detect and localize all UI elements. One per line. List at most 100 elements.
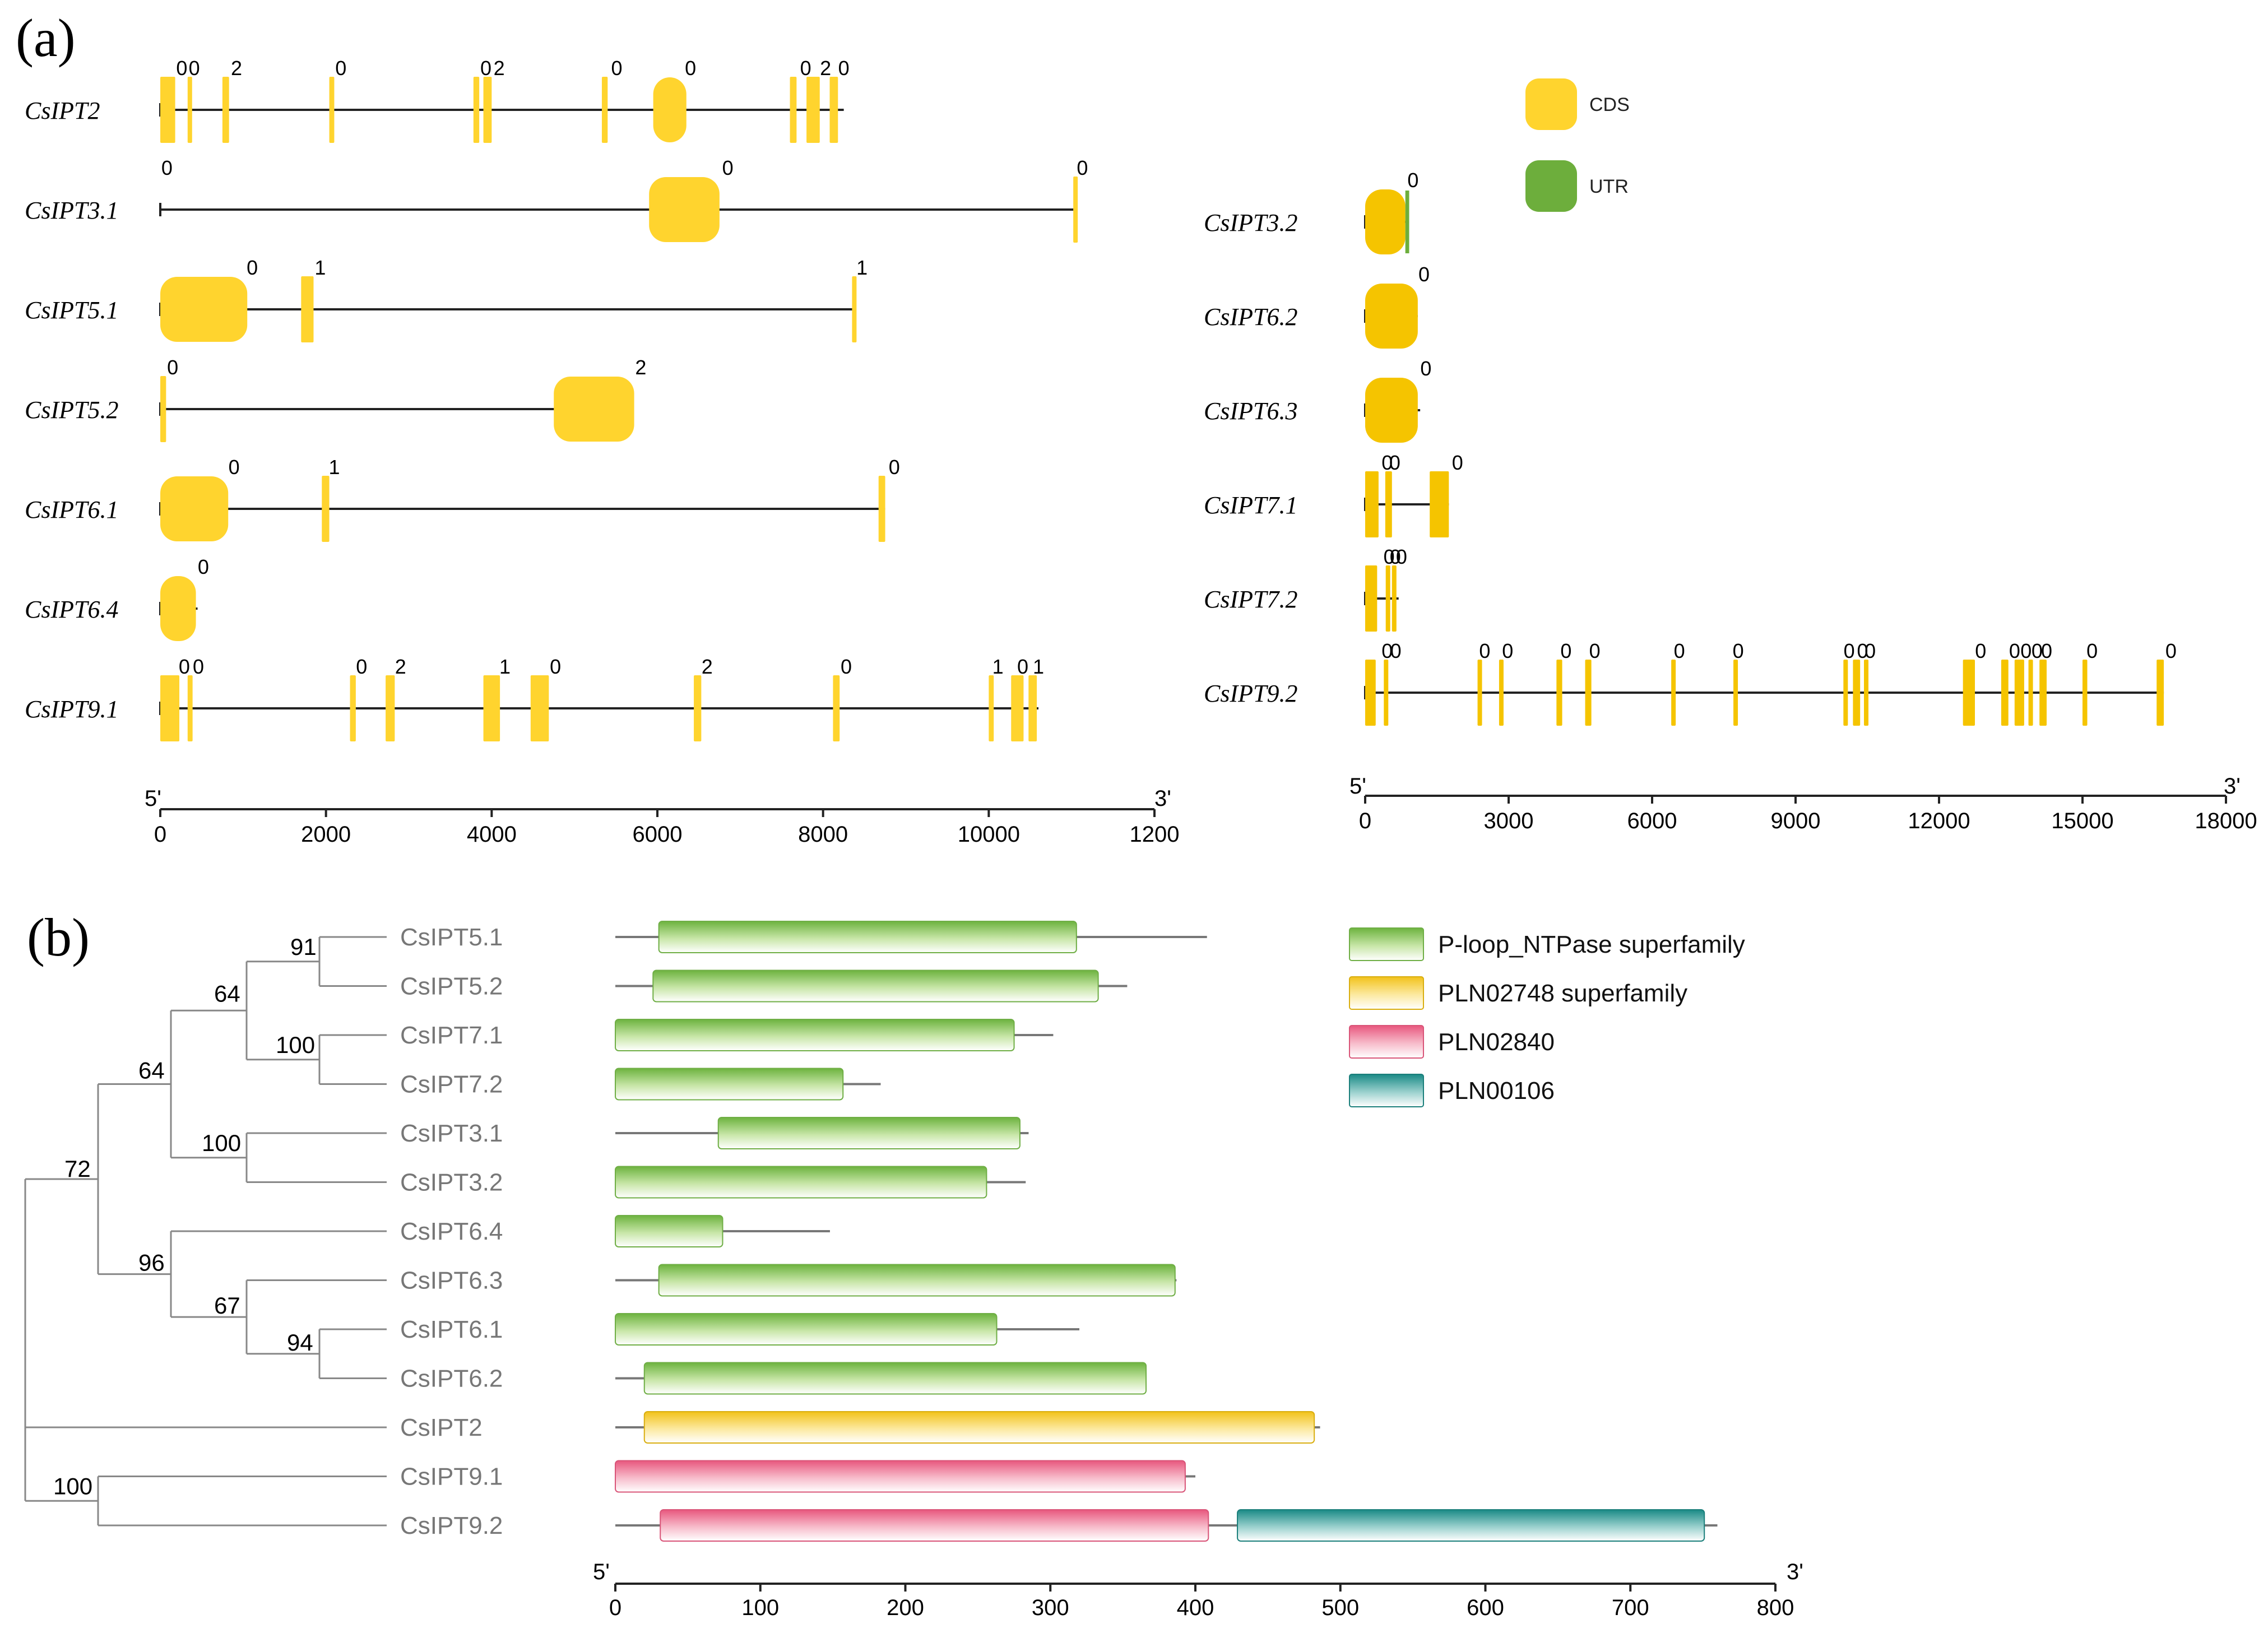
cds-exon bbox=[160, 376, 166, 442]
intron-phase-label: 2 bbox=[635, 356, 646, 379]
legend-label: PLN00106 bbox=[1438, 1077, 1555, 1105]
gene-name: CsIPT2 bbox=[25, 97, 100, 124]
bootstrap-value: 100 bbox=[202, 1130, 241, 1156]
scale-axis-protein: 5' 3' 0 100 200 300 400 500 600 700 800 bbox=[593, 1560, 1803, 1620]
gene-row: CsIPT6.1 0 1 0 bbox=[25, 456, 900, 542]
intron-phase-label: 0 bbox=[176, 57, 187, 80]
cds-exon bbox=[483, 675, 500, 741]
domain-ploop bbox=[717, 1117, 1021, 1149]
cds-exon bbox=[222, 77, 229, 143]
intron-phase-label: 1 bbox=[499, 655, 511, 678]
scale-tick-label: 6000 bbox=[633, 822, 683, 847]
cds-exon bbox=[649, 177, 720, 242]
cds-exon bbox=[1385, 565, 1390, 632]
leaf-label: CsIPT6.4 bbox=[400, 1218, 503, 1245]
intron-phase-label: 0 bbox=[335, 57, 346, 80]
intron-phase-label: 0 bbox=[1975, 639, 1986, 662]
scale-tick-label: 9000 bbox=[1771, 809, 1821, 833]
leaf-label: CsIPT7.2 bbox=[400, 1071, 503, 1098]
cds-exon bbox=[1365, 189, 1406, 254]
legend-utr-label: UTR bbox=[1589, 176, 1629, 197]
cds-exon bbox=[1365, 284, 1418, 349]
intron-phase-label: 0 bbox=[1420, 357, 1431, 380]
intron-phase-label: 0 bbox=[1418, 263, 1430, 286]
legend-swatch-pln02748 bbox=[1349, 976, 1424, 1010]
scale-axis-left: 5' 3' 0 2000 4000 6000 8000 10000 1200 bbox=[145, 786, 1179, 847]
protein-domain-tracks bbox=[615, 921, 1718, 1542]
utr-region bbox=[1405, 191, 1409, 253]
scale-tick-label: 800 bbox=[1757, 1595, 1794, 1620]
legend-label: PLN02748 superfamily bbox=[1438, 980, 1687, 1007]
scale-tick-label: 15000 bbox=[2051, 809, 2113, 833]
gene-row: CsIPT6.3 0 bbox=[1204, 357, 1431, 443]
cds-exon bbox=[160, 277, 248, 342]
cds-exon bbox=[694, 675, 702, 741]
gene-name: CsIPT9.2 bbox=[1204, 680, 1297, 707]
cds-exon bbox=[2028, 660, 2033, 726]
cds-exon bbox=[653, 77, 687, 142]
intron-phase-label: 0 bbox=[2009, 639, 2020, 662]
gene-row: CsIPT9.200 0 0 0 0 0 0 0 00 0 0 0 00 0 0 bbox=[1204, 639, 2177, 726]
legend-label: PLN02840 bbox=[1438, 1028, 1555, 1056]
intron-phase-label: 0 bbox=[198, 555, 209, 578]
intron-phase-label: 0 bbox=[841, 655, 852, 678]
intron-phase-label: 0 bbox=[229, 456, 240, 479]
cds-exon bbox=[806, 77, 820, 143]
cds-exon bbox=[2039, 660, 2047, 726]
gene-name: CsIPT6.3 bbox=[1204, 397, 1297, 425]
cds-exon bbox=[1392, 565, 1397, 632]
domain-pln02840 bbox=[660, 1509, 1209, 1542]
gene-row: CsIPT5.2 0 2 bbox=[25, 356, 646, 442]
cds-exon bbox=[1671, 660, 1676, 726]
cds-exon bbox=[989, 675, 994, 741]
intron-phase-label: 0 bbox=[1674, 639, 1685, 662]
intron-phase-label: 0 bbox=[1381, 639, 1393, 662]
intron-phase-label: 0 bbox=[167, 356, 178, 379]
legend-cds-label: CDS bbox=[1589, 94, 1630, 115]
cds-exon bbox=[160, 675, 180, 741]
intron-phase-label: 2 bbox=[820, 57, 831, 80]
gene-row: CsIPT7.2 000 bbox=[1204, 545, 1407, 632]
gene-name: CsIPT3.1 bbox=[25, 197, 118, 224]
gene-name: CsIPT3.2 bbox=[1204, 209, 1297, 236]
intron-phase-label: 0 bbox=[550, 655, 561, 678]
intron-phase-label: 0 bbox=[2020, 639, 2032, 662]
domain-pln02748 bbox=[643, 1411, 1315, 1444]
cds-exon bbox=[473, 77, 480, 143]
cds-exon bbox=[790, 77, 797, 143]
intron-phase-label: 1 bbox=[314, 256, 326, 279]
bootstrap-value: 94 bbox=[287, 1329, 313, 1356]
leaf-label: CsIPT9.1 bbox=[400, 1463, 503, 1491]
intron-phase-label: 0 bbox=[1390, 639, 1402, 662]
intron-phase-label: 1 bbox=[992, 655, 1004, 678]
domain-ploop bbox=[658, 921, 1077, 953]
intron-phase-label: 0 bbox=[179, 655, 190, 678]
intron-phase-label: 0 bbox=[1407, 169, 1418, 192]
cds-exon bbox=[2156, 660, 2164, 726]
scale-tick-label: 0 bbox=[1359, 809, 1371, 833]
axis-b-five-prime: 5' bbox=[593, 1560, 610, 1584]
scale-tick-label: 10000 bbox=[958, 822, 1020, 847]
cds-exon bbox=[2014, 660, 2024, 726]
axis-right-five-prime: 5' bbox=[1349, 774, 1366, 799]
domain-pln02840 bbox=[615, 1460, 1186, 1493]
intron-phase-label: 2 bbox=[494, 57, 505, 80]
cds-exon bbox=[833, 675, 840, 741]
intron-phase-label: 0 bbox=[889, 456, 900, 479]
intron-phase-label: 0 bbox=[2041, 639, 2052, 662]
intron-phase-label: 0 bbox=[1381, 451, 1393, 474]
bootstrap-value: 64 bbox=[138, 1057, 165, 1084]
domain-ploop bbox=[615, 1068, 844, 1101]
cds-exon bbox=[554, 377, 634, 442]
intron-phase-label: 2 bbox=[395, 655, 406, 678]
leaf-label: CsIPT2 bbox=[400, 1414, 483, 1441]
scale-tick-label: 0 bbox=[609, 1595, 622, 1620]
domain-pln00106 bbox=[1237, 1509, 1705, 1542]
intron-phase-label: 0 bbox=[161, 156, 173, 179]
bootstrap-value: 64 bbox=[214, 980, 240, 1006]
cds-exon bbox=[1430, 471, 1449, 537]
intron-phase-label: 1 bbox=[328, 456, 340, 479]
cds-exon bbox=[1864, 660, 1869, 726]
